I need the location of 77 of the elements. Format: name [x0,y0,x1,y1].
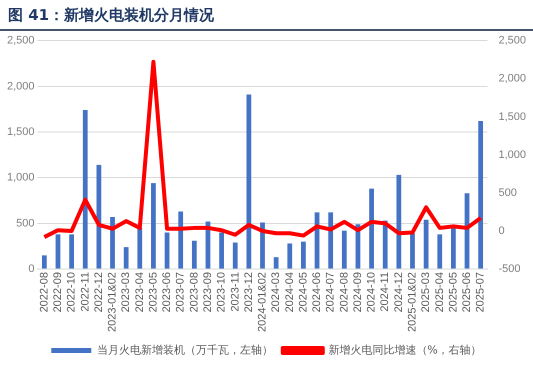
x-tick-label: 2023-04 [134,272,146,312]
x-tick-label: 2023-06 [161,272,174,312]
bar [219,232,224,269]
x-tick-label: 2024-06 [311,272,324,312]
bar [96,164,102,269]
bar [464,193,470,269]
chart-title: 图 41：新增火电装机分月情况 [0,0,533,31]
x-tick-label: 2023-05 [147,272,160,312]
bar [274,257,279,269]
x-tick-label: 2023-12 [242,272,255,312]
y-tick-label: 2,000 [6,80,35,92]
y-tick-label: 1,500 [6,126,35,138]
x-tick-label: 2023-11 [229,272,242,312]
y2-tick-label: 0 [498,225,505,238]
x-tick-label: 2023-10 [216,272,228,312]
legend-label: 新增火电同比增速（%，右轴） [328,343,482,356]
x-tick-label: 2024-07 [324,272,337,312]
bar [260,222,265,269]
x-tick-label: 2024-04 [284,272,296,312]
bar [410,233,415,269]
bar [342,230,347,269]
bar [424,220,429,269]
x-tick-label: 2023-01&02 [106,272,119,332]
x-tick-label: 2023-09 [202,272,214,312]
x-tick-label: 2025-07 [474,272,487,312]
bar [396,174,402,269]
y2-tick-label: 2,500 [498,34,526,47]
bar [137,228,142,269]
x-tick-label: 2024-08 [338,272,350,312]
legend-label: 当月火电新增装机（万千瓦，左轴） [96,343,273,356]
x-tick-label: 2025-06 [461,272,474,312]
bar [56,234,60,269]
bar [124,247,129,269]
bar [301,242,306,269]
x-tick-label: 2022-09 [52,272,64,312]
bar [451,228,456,269]
bar [110,216,115,269]
x-tick-label: 2025-05 [447,272,460,312]
y-tick-label: 0 [28,263,35,276]
bar [206,222,210,269]
x-tick-label: 2023-03 [120,272,132,312]
bar [164,232,170,269]
bar [232,242,238,269]
y2-tick-label: 1,500 [498,110,526,123]
x-tick-label: 2025-04 [434,272,446,312]
bar [437,234,442,269]
x-tick-label: 2024-09 [352,272,364,312]
bar [69,234,74,269]
x-tick-label: 2024-05 [297,272,310,312]
bar [369,188,374,269]
x-tick-label: 2024-12 [392,272,405,312]
x-tick-label: 2024-10 [366,272,378,312]
x-tick-label: 2024-01&02 [256,272,269,332]
y2-tick-label: -500 [498,263,521,276]
x-tick-label: 2022-08 [38,272,50,312]
x-tick-label: 2025-01&02 [406,272,419,332]
y2-tick-label: 2,000 [498,72,526,85]
y-tick-label: 1,000 [6,172,35,184]
x-tick-label: 2025-03 [420,272,432,312]
x-tick-label: 2024-03 [270,272,282,312]
x-tick-label: 2023-08 [188,272,200,312]
y-tick-label: 500 [16,217,35,230]
bar [192,240,197,269]
bar [151,183,156,269]
x-tick-label: 2023-07 [174,272,187,312]
bar [314,212,320,269]
y2-tick-label: 500 [498,186,517,199]
bar [478,121,484,269]
x-tick-label: 2022-11 [79,272,92,312]
y-tick-label: 2,500 [6,34,35,47]
y2-tick-label: 1,000 [498,148,526,161]
x-tick-label: 2022-10 [66,272,78,312]
bar [246,94,252,269]
x-tick-label: 2024-11 [379,272,392,312]
bar [287,243,292,269]
bar [42,255,47,269]
x-tick-label: 2022-12 [92,272,105,312]
